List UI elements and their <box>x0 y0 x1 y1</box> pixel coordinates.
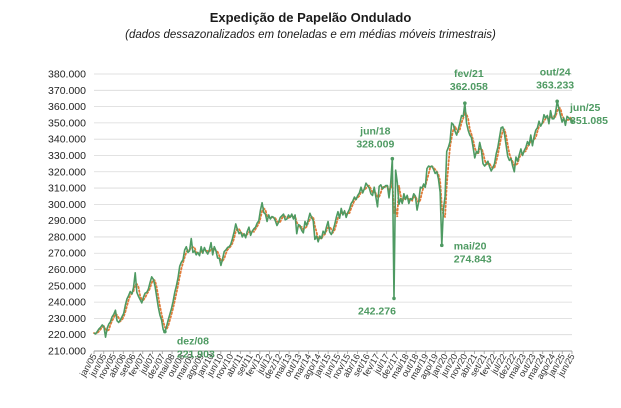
y-tick-label: 380.000 <box>48 69 86 81</box>
chart-subtitle: (dados dessazonalizados em toneladas e e… <box>125 29 496 41</box>
annotation-value-label: 351.085 <box>570 115 608 127</box>
y-tick-label: 370.000 <box>48 85 86 97</box>
y-tick-label: 260.000 <box>48 264 86 276</box>
y-tick-label: 270.000 <box>48 248 86 260</box>
y-tick-label: 240.000 <box>48 297 86 309</box>
x-axis: jan/05jun/05nov/05abr/06set/06fev/07jul/… <box>77 350 577 381</box>
annotation-value-label: 242.276 <box>358 305 396 317</box>
annotation-value-label: 363.233 <box>536 79 574 91</box>
y-tick-label: 330.000 <box>48 150 86 162</box>
y-tick-label: 300.000 <box>48 199 86 211</box>
annotation-date-label: out/24 <box>540 66 571 78</box>
highlight-point <box>463 101 467 106</box>
highlight-point <box>570 119 574 123</box>
y-tick-label: 220.000 <box>48 329 86 341</box>
annotation-value-label: 328.009 <box>356 139 394 151</box>
annotation-value-label: 221.903 <box>177 349 215 361</box>
y-tick-label: 230.000 <box>48 313 86 325</box>
highlight-point <box>392 296 396 301</box>
annotation-date-label: dez/08 <box>177 336 209 348</box>
y-tick-label: 320.000 <box>48 166 86 178</box>
highlight-point <box>439 243 444 248</box>
highlight-point <box>555 99 559 104</box>
gridlines <box>94 73 572 352</box>
series-lines <box>93 100 573 338</box>
annotation-date-label: jun/25 <box>569 102 601 114</box>
y-tick-label: 310.000 <box>48 183 86 195</box>
highlight-point <box>390 156 395 161</box>
y-tick-label: 360.000 <box>48 101 86 113</box>
y-tick-label: 350.000 <box>48 117 86 129</box>
annotation-date-label: fev/21 <box>454 68 484 80</box>
y-tick-label: 340.000 <box>48 134 86 146</box>
series-line <box>93 100 573 338</box>
annotation-value-label: 362.058 <box>450 81 488 93</box>
annotation-value-label: 274.843 <box>454 253 492 265</box>
highlight-point <box>163 329 167 334</box>
y-axis-ticks: 210.000 220.000 230.000 240.000 250.000 260.0… <box>48 69 86 358</box>
y-tick-label: 210.000 <box>48 346 86 358</box>
annotation-date-label: jun/18 <box>359 126 391 138</box>
y-tick-label: 280.000 <box>48 231 86 243</box>
y-tick-label: 290.000 <box>48 215 86 227</box>
annotation-date-label: mai/20 <box>454 240 487 252</box>
y-tick-label: 250.000 <box>48 280 86 292</box>
chart-title: Expedição de Papelão Ondulado <box>209 10 412 25</box>
